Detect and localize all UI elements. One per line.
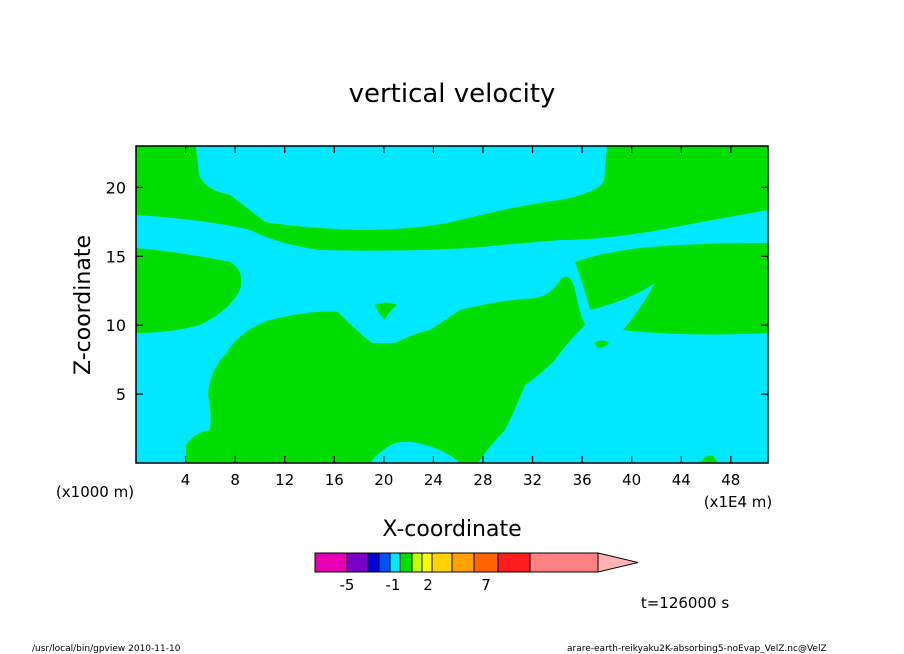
colorbar-arrow: [597, 552, 639, 573]
region-right-positive: [575, 243, 768, 335]
x-tick-label: 36: [573, 471, 592, 489]
x-unit-label: (x1E4 m): [704, 493, 773, 511]
colorbar-segment: [529, 552, 599, 573]
y-tick-label: 20: [106, 178, 126, 197]
footer-left: /usr/local/bin/gpview 2010-11-10: [32, 644, 181, 654]
x-tick-label: 16: [325, 471, 344, 489]
colorbar-label: -5: [340, 576, 355, 594]
region-top-positive: [136, 146, 768, 251]
colorbar-segment: [451, 552, 475, 573]
x-axis: 4 8 12 16 20 24 28 32 36 40 44 48: [181, 146, 740, 489]
x-tick-label: 24: [424, 471, 443, 489]
plot-area: [135, 145, 769, 464]
y-tick-label: 10: [106, 316, 126, 335]
colorbar-label: 2: [423, 576, 433, 594]
x-tick-label: 4: [181, 471, 191, 489]
colorbar-label: -1: [386, 576, 401, 594]
region-left-positive: [136, 248, 242, 333]
x-tick-label: 40: [622, 471, 641, 489]
colorbar-segment: [411, 552, 423, 573]
x-tick-label: 12: [275, 471, 294, 489]
colorbar-segment: [473, 552, 499, 573]
chart-title: vertical velocity: [349, 79, 556, 109]
y-tick-label: 15: [106, 247, 126, 266]
colorbar-segment: [314, 552, 348, 573]
x-tick-label: 48: [721, 471, 740, 489]
colorbar-segment: [421, 552, 433, 573]
region-small-blob-2: [594, 340, 609, 348]
time-label: t=126000 s: [641, 594, 729, 612]
x-tick-label: 8: [230, 471, 240, 489]
colorbar-segment: [497, 552, 531, 573]
colorbar-segment: [399, 552, 413, 573]
footer-right: arare-earth-reikyaku2K-absorbing5-noEvap…: [567, 644, 827, 654]
y-axis: 5 10 15 20: [106, 178, 768, 404]
colorbar-segment: [389, 552, 401, 573]
x-tick-label: 44: [672, 471, 691, 489]
colorbar-label: 7: [481, 576, 491, 594]
colorbar-segment: [367, 552, 380, 573]
x-axis-title: X-coordinate: [382, 517, 521, 542]
x-tick-label: 28: [473, 471, 492, 489]
y-axis-title: Z-coordinate: [71, 235, 96, 375]
region-bottom-right-blob: [700, 455, 718, 463]
region-center-positive: [186, 276, 585, 463]
y-tick-label: 5: [116, 385, 126, 404]
colorbar: -5 -1 2 7: [314, 552, 639, 594]
x-tick-label: 20: [374, 471, 393, 489]
y-unit-label: (x1000 m): [56, 483, 134, 501]
colorbar-segment: [378, 552, 391, 573]
colorbar-segment: [431, 552, 453, 573]
x-tick-label: 32: [523, 471, 542, 489]
region-small-blob-1: [375, 302, 397, 320]
colorbar-segment: [346, 552, 369, 573]
plot-frame: [135, 145, 769, 464]
